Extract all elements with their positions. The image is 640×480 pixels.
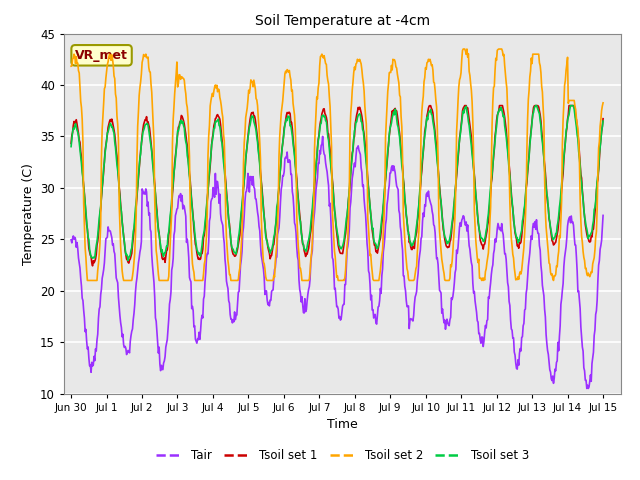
Legend: Tair, Tsoil set 1, Tsoil set 2, Tsoil set 3: Tair, Tsoil set 1, Tsoil set 2, Tsoil se… <box>151 444 534 467</box>
Title: Soil Temperature at -4cm: Soil Temperature at -4cm <box>255 14 430 28</box>
Text: VR_met: VR_met <box>75 49 128 62</box>
Y-axis label: Temperature (C): Temperature (C) <box>22 163 35 264</box>
X-axis label: Time: Time <box>327 418 358 431</box>
